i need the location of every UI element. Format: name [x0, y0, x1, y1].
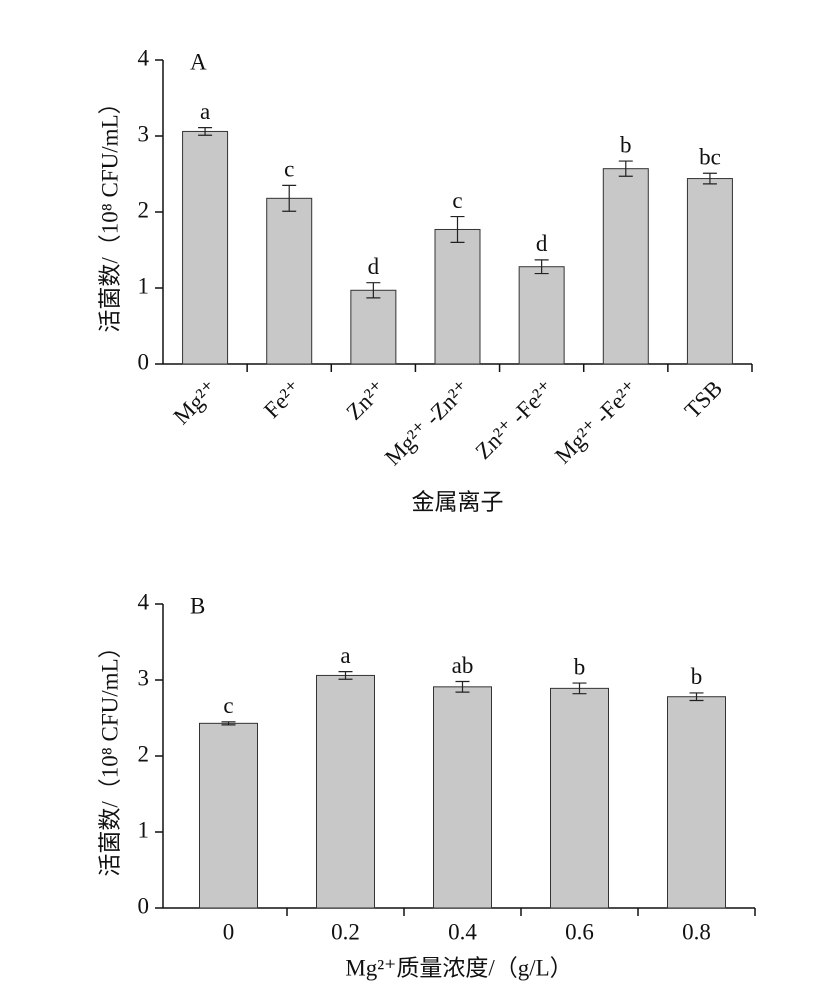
error-bar — [338, 671, 353, 680]
error-bar — [572, 682, 587, 695]
error-bar — [618, 160, 633, 177]
x-tick-label: 0.6 — [565, 919, 594, 944]
error-bar — [702, 172, 717, 185]
y-tick-label: 4 — [138, 589, 150, 614]
significance-letter: c — [452, 188, 462, 213]
x-tick-label: Fe²⁺ — [259, 376, 306, 423]
y-tick-label: 0 — [138, 893, 150, 918]
x-tick-label: Mg²⁺ -Fe²⁺ — [550, 376, 643, 469]
y-tick-label: 1 — [138, 273, 150, 298]
x-tick-label: 0.4 — [448, 919, 477, 944]
error-bar — [221, 721, 236, 726]
significance-letter: d — [368, 254, 380, 279]
bar — [434, 228, 481, 365]
bar — [602, 168, 649, 365]
bar — [550, 687, 609, 909]
bar — [182, 130, 229, 365]
error-bar — [689, 692, 704, 702]
significance-letter: bc — [699, 145, 721, 170]
y-tick-label: 3 — [138, 665, 150, 690]
error-bar — [534, 259, 549, 275]
y-tick-label: 0 — [138, 349, 150, 374]
panel-label: A — [190, 49, 207, 74]
bar — [667, 696, 726, 909]
significance-letter: c — [223, 693, 233, 718]
x-axis-label: Mg²⁺质量浓度/（g/L） — [345, 955, 572, 980]
x-tick-label: Zn²⁺ — [341, 376, 390, 425]
y-tick-label: 2 — [138, 741, 150, 766]
bar — [433, 686, 492, 909]
x-tick-label: TSB — [680, 376, 728, 424]
y-axis-label: 活菌数/（10⁸ CFU/mL） — [97, 635, 122, 876]
panel-label: B — [190, 593, 205, 618]
error-bar — [198, 127, 213, 136]
error-bar — [450, 215, 465, 243]
error-bar — [366, 282, 381, 299]
bar — [266, 197, 313, 365]
significance-letter: d — [536, 231, 548, 256]
x-tick-label: 0.2 — [331, 919, 360, 944]
significance-letter: a — [200, 99, 210, 124]
bar — [199, 722, 258, 909]
bar — [316, 674, 375, 909]
significance-letter: a — [340, 643, 350, 668]
significance-letter: b — [620, 132, 632, 157]
y-tick-label: 3 — [138, 121, 150, 146]
bar — [518, 266, 565, 365]
bar — [686, 178, 733, 365]
x-tick-label: 0.8 — [682, 919, 711, 944]
x-tick-label: Mg²⁺ -Zn²⁺ — [380, 376, 475, 471]
error-bar — [282, 184, 297, 212]
y-axis-label: 活菌数/（10⁸ CFU/mL） — [97, 91, 122, 332]
x-tick-label: 0 — [223, 919, 235, 944]
x-tick-label: Mg²⁺ — [169, 376, 223, 430]
x-tick-label: Zn²⁺ -Fe²⁺ — [471, 376, 559, 464]
significance-letter: b — [691, 664, 703, 689]
significance-letter: ab — [452, 653, 474, 678]
y-tick-label: 4 — [138, 45, 150, 70]
error-bar — [455, 680, 470, 693]
y-tick-label: 1 — [138, 817, 150, 842]
x-axis-label: 金属离子 — [412, 489, 504, 514]
y-tick-label: 2 — [138, 197, 150, 222]
bar — [350, 289, 397, 365]
significance-letter: b — [574, 654, 586, 679]
significance-letter: c — [284, 157, 294, 182]
